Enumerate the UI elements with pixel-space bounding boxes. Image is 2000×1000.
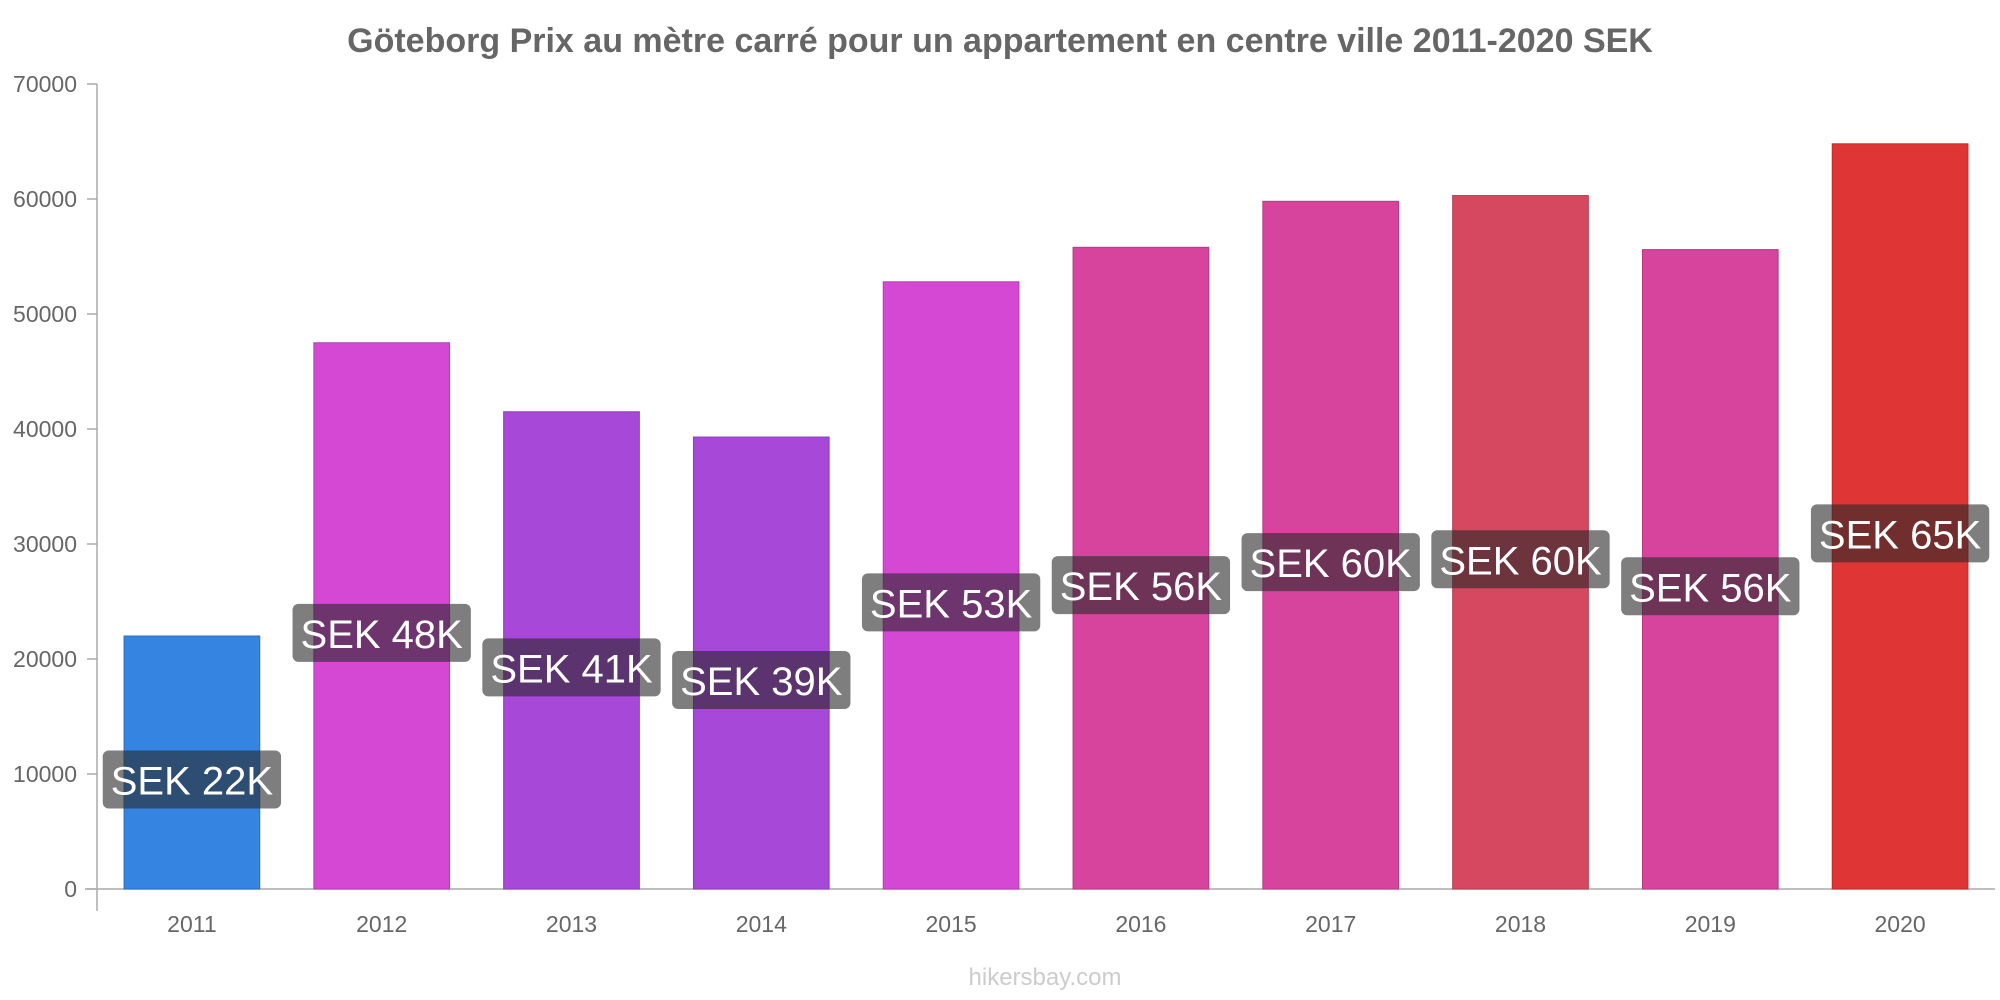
data-label-text: SEK 56K: [1060, 565, 1223, 609]
data-labels: SEK 22K SEK 48K SEK 41K SEK 39K SEK 53K SEK 5…: [102, 504, 1990, 809]
data-label-box: [1621, 557, 1800, 616]
data-label-text: SEK 22K: [111, 760, 274, 804]
data-label-2011: SEK 22K: [102, 750, 282, 809]
y-tick-label: 30000: [13, 531, 77, 557]
axes: 0 10000 20000 30000 40000 50000 60000 70000 2011…: [13, 71, 1995, 937]
x-tick-label: 2016: [1115, 911, 1166, 937]
x-tick-label: 2017: [1305, 911, 1356, 937]
data-label-box: [1051, 556, 1231, 615]
y-tick-label: 60000: [13, 186, 77, 212]
data-label-2012: SEK 48K: [292, 603, 471, 662]
y-tick-label: 20000: [13, 646, 77, 672]
data-label-box: [672, 651, 851, 710]
y-tick-label: 40000: [13, 416, 77, 442]
chart-title: Göteborg Prix au mètre carré pour un app…: [347, 22, 1653, 60]
x-tick-label: 2019: [1685, 911, 1736, 937]
y-tick-label: 10000: [13, 761, 77, 787]
x-tick-label: 2014: [736, 911, 787, 937]
x-tick-label: 2015: [926, 911, 977, 937]
data-label-box: [861, 573, 1041, 632]
data-label-box: [482, 638, 661, 697]
data-label-box: [292, 603, 471, 662]
data-label-2019: SEK 56K: [1621, 557, 1800, 616]
data-label-2015: SEK 53K: [861, 573, 1041, 632]
x-tick-label: 2018: [1495, 911, 1546, 937]
y-tick-label: 0: [64, 876, 77, 902]
data-label-text: SEK 53K: [870, 582, 1033, 626]
data-label-text: SEK 60K: [1250, 542, 1413, 586]
data-label-2013: SEK 41K: [482, 638, 661, 697]
data-label-2014: SEK 39K: [672, 651, 851, 710]
x-tick-label: 2020: [1875, 911, 1926, 937]
data-label-box: [1810, 504, 1990, 563]
data-label-box: [1241, 533, 1420, 592]
x-tick-label: 2011: [167, 911, 216, 937]
y-tick-label: 50000: [13, 301, 77, 327]
data-label-text: SEK 41K: [490, 647, 653, 691]
y-tick-label: 70000: [13, 71, 77, 97]
data-label-box: [1431, 530, 1610, 589]
data-label-text: SEK 65K: [1819, 513, 1982, 557]
data-label-2017: SEK 60K: [1241, 533, 1420, 592]
x-tick-label: 2013: [546, 911, 597, 937]
data-label-text: SEK 56K: [1629, 566, 1792, 610]
data-label-2018: SEK 60K: [1431, 530, 1610, 589]
data-label-text: SEK 60K: [1439, 539, 1602, 583]
data-label-2020: SEK 65K: [1810, 504, 1990, 563]
data-label-box: [102, 750, 282, 809]
x-tick-label: 2012: [356, 911, 407, 937]
data-label-text: SEK 48K: [301, 613, 464, 657]
data-label-text: SEK 39K: [680, 660, 843, 704]
bars: [123, 143, 1969, 890]
watermark: hikersbay.com: [969, 964, 1122, 991]
data-label-2016: SEK 56K: [1051, 556, 1231, 615]
